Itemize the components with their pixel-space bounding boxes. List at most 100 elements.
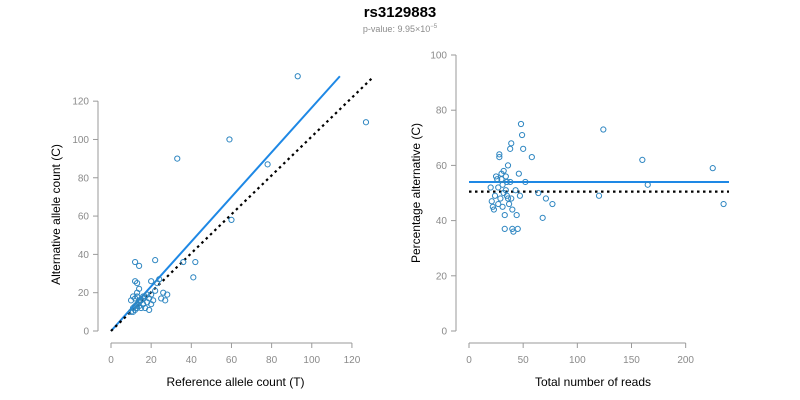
allele-count-data-point	[148, 278, 155, 285]
chart-title: rs3129883	[363, 4, 437, 21]
allele-count-x-tick-label: 20	[146, 355, 158, 366]
percentage-alternative-x-tick-label: 50	[518, 355, 530, 366]
allele-count-data-point	[134, 304, 141, 312]
allele-count-y-tick-label: 40	[78, 250, 90, 261]
p-value-subtitle: p-value: 9.95×10−5	[0, 24, 800, 34]
allele-count-data-point	[150, 297, 157, 304]
allele-count-x-tick-label: 0	[108, 355, 114, 366]
percentage-alternative-data-point	[720, 200, 727, 208]
allele-count-data-point	[162, 297, 169, 304]
percentage-alternative-data-point	[512, 187, 519, 194]
percentage-alternative-data-point	[515, 170, 522, 177]
allele-count-data-point	[146, 306, 153, 314]
percentage-alternative-x-tick-label: 200	[677, 355, 694, 366]
percentage-alternative-data-point	[497, 195, 504, 202]
percentage-alternative-data-point	[495, 200, 502, 208]
percentage-alternative-data-point	[509, 206, 516, 213]
percentage-alternative-data-point	[510, 228, 517, 235]
allele-count-data-point	[131, 306, 139, 314]
allele-count-data-point	[134, 280, 141, 287]
percentage-alternative-data-point	[520, 145, 527, 152]
percentage-alternative-data-point	[491, 192, 499, 199]
percentage-alternative-data-point	[495, 184, 502, 191]
percentage-alternative-scatter-plot: 0 20 40 60 80 100 0 50 100 150 200 Total number of …	[409, 51, 729, 389]
percentage-alternative-x-tick-label: 150	[623, 355, 640, 366]
allele-count-data-point	[129, 308, 137, 315]
allele-count-reference-line	[110, 77, 373, 332]
allele-count-y-axis-label: Alternative allele count (C)	[49, 144, 63, 285]
percentage-alternative-data-point	[549, 200, 556, 208]
percentage-alternative-data-point	[503, 192, 511, 199]
percentage-alternative-data-point	[518, 131, 526, 139]
allele-count-y-tick-label: 80	[78, 173, 90, 184]
allele-count-x-tick-label: 60	[226, 355, 238, 366]
percentage-alternative-data-point	[499, 203, 506, 210]
allele-count-x-tick-label: 100	[303, 355, 320, 366]
percentage-alternative-data-point	[539, 214, 546, 221]
allele-count-data-point	[156, 276, 163, 283]
percentage-alternative-x-tick-label: 100	[569, 355, 586, 366]
allele-count-data-point	[129, 304, 137, 312]
percentage-alternative-data-point	[639, 156, 646, 163]
percentage-alternative-data-point	[492, 173, 500, 180]
percentage-alternative-data-point	[502, 187, 509, 194]
allele-count-x-tick-label: 80	[266, 355, 278, 366]
percentage-alternative-y-tick-label: 0	[441, 327, 447, 338]
percentage-alternative-data-point	[501, 211, 508, 219]
percentage-alternative-x-tick-label: 0	[466, 355, 472, 366]
percentage-alternative-data-point	[488, 198, 495, 205]
percentage-alternative-data-point	[542, 195, 550, 202]
allele-count-y-tick-label: 60	[78, 212, 90, 223]
percentage-alternative-data-point	[500, 167, 507, 175]
percentage-alternative-y-tick-label: 100	[430, 51, 447, 62]
percentage-alternative-data-point	[644, 181, 651, 188]
allele-count-data-point	[131, 303, 139, 310]
percentage-alternative-data-point	[501, 225, 508, 232]
allele-count-data-point	[190, 274, 197, 281]
allele-count-x-tick-label: 120	[344, 355, 361, 366]
allele-count-y-tick-label: 100	[72, 135, 89, 146]
allele-count-data-point	[152, 257, 159, 264]
allele-count-data-point	[294, 73, 301, 80]
allele-count-data-point	[362, 119, 370, 126]
allele-count-data-point	[192, 258, 199, 266]
percentage-alternative-data-point	[496, 151, 503, 158]
allele-count-data-point	[174, 155, 181, 162]
allele-count-y-tick-label: 20	[78, 288, 90, 299]
percentage-alternative-data-point	[507, 178, 514, 186]
allele-count-scatter-plot: 0 20 40 60 80 100 120 0 20 40 60 80 100 120 Reference …	[49, 73, 373, 389]
percentage-alternative-y-tick-label: 40	[436, 216, 448, 227]
percentage-alternative-data-point	[535, 189, 542, 197]
allele-count-data-point	[148, 291, 155, 298]
percentage-alternative-data-point	[499, 181, 506, 188]
allele-count-data-point	[164, 291, 171, 298]
percentage-alternative-data-point	[505, 200, 513, 208]
percentage-alternative-data-point	[513, 211, 520, 219]
percentage-alternative-data-point	[709, 165, 716, 172]
allele-count-fit-line	[110, 75, 341, 332]
percentage-alternative-data-point	[528, 154, 535, 161]
percentage-alternative-data-point	[595, 192, 603, 199]
percentage-alternative-data-point	[508, 140, 515, 147]
percentage-alternative-y-tick-label: 20	[436, 271, 448, 282]
allele-count-data-point	[131, 278, 139, 285]
percentage-alternative-data-point	[496, 154, 503, 161]
allele-count-y-tick-label: 120	[72, 97, 89, 108]
percentage-alternative-y-axis-label: Percentage alternative (C)	[409, 123, 423, 263]
percentage-alternative-x-axis-label: Total number of reads	[535, 375, 651, 389]
allele-count-data-point	[180, 258, 187, 266]
percentage-alternative-y-tick-label: 60	[436, 161, 448, 172]
percentage-alternative-data-point	[522, 178, 529, 186]
percentage-alternative-data-point	[502, 173, 509, 180]
percentage-alternative-data-point	[508, 195, 515, 202]
allele-count-x-tick-label: 40	[186, 355, 198, 366]
percentage-alternative-y-tick-label: 80	[436, 106, 448, 117]
percentage-alternative-data-point	[498, 176, 505, 183]
allele-count-data-point	[152, 287, 159, 294]
percentage-alternative-data-point	[489, 203, 496, 210]
allele-count-data-point	[140, 293, 147, 300]
percentage-alternative-data-point	[507, 145, 514, 152]
allele-count-data-point	[136, 297, 143, 304]
percentage-alternative-data-point	[516, 192, 524, 199]
